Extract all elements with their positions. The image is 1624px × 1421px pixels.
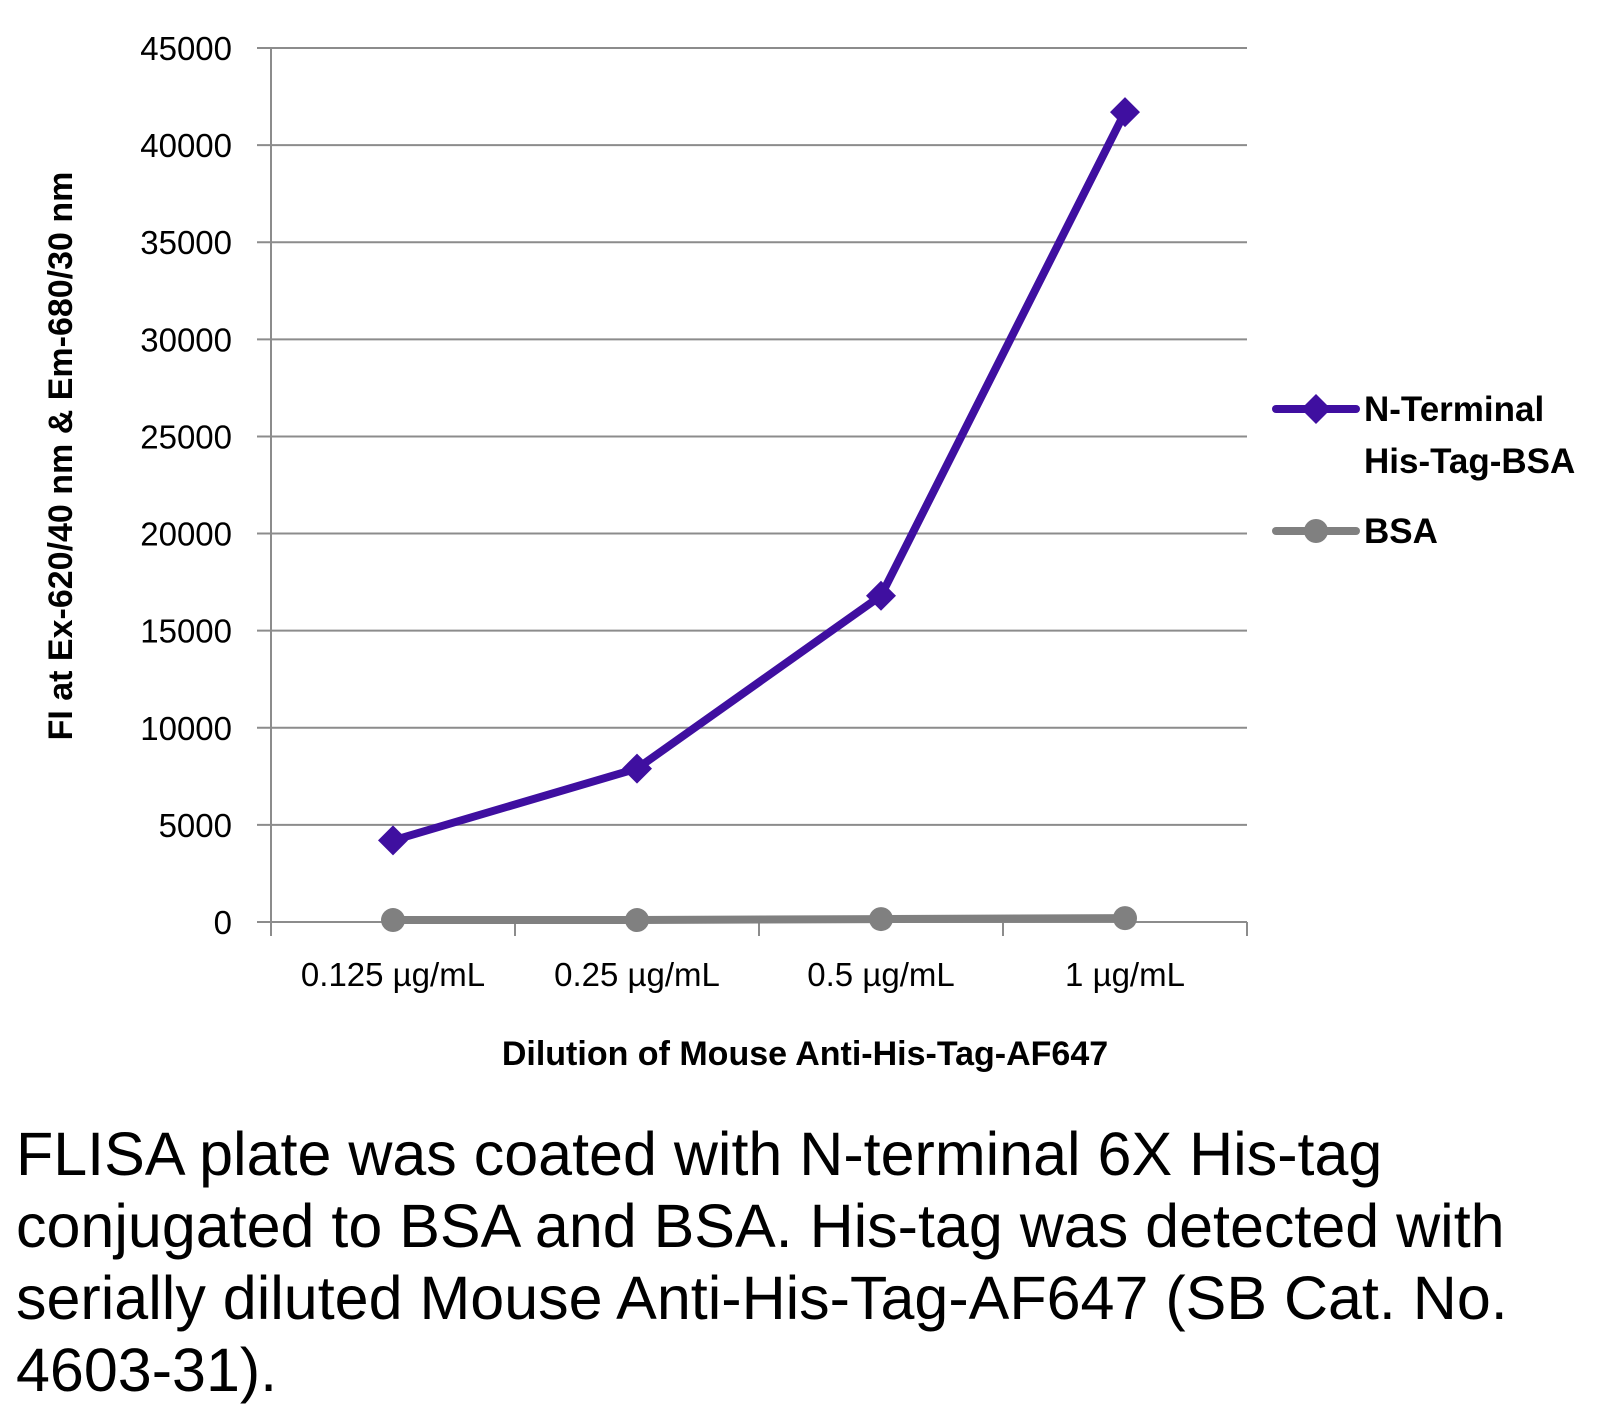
data-point: [1110, 97, 1140, 128]
y-tick-label: 35000: [140, 224, 232, 261]
data-point: [866, 580, 896, 611]
data-point: [381, 908, 405, 933]
x-tick-label: 1 µg/mL: [1065, 956, 1185, 993]
data-point: [625, 908, 649, 933]
x-axis-title: Dilution of Mouse Anti-His-Tag-AF647: [502, 1035, 1108, 1073]
y-tick-label: 0: [214, 904, 232, 941]
data-point: [869, 907, 893, 932]
y-tick-label: 5000: [159, 807, 232, 844]
y-tick-label: 45000: [140, 30, 232, 67]
y-tick-label: 20000: [140, 516, 232, 553]
x-tick-label: 0.5 µg/mL: [807, 956, 954, 993]
y-tick-label: 30000: [140, 321, 232, 358]
legend-label: N-Terminal: [1364, 390, 1544, 429]
data-point: [1113, 906, 1137, 931]
y-axis-title: FI at Ex-620/40 nm & Em-680/30 nm: [42, 172, 80, 741]
figure-caption: FLISA plate was coated with N-terminal 6…: [16, 1120, 1508, 1404]
series-line: [389, 914, 1129, 925]
series-lines: [378, 97, 1140, 933]
y-tick-label: 25000: [140, 418, 232, 455]
y-tick-label: 15000: [140, 613, 232, 650]
legend-label: BSA: [1364, 512, 1438, 551]
chart: 0 5000 10000 15000 20000 25000 30000 35000 40000…: [42, 30, 1575, 1073]
legend-diamond-marker: [1301, 394, 1331, 424]
y-tick-label: 10000: [140, 710, 232, 747]
data-point: [378, 825, 408, 856]
axes: 0 5000 10000 15000 20000 25000 30000 35000 40000…: [140, 30, 1248, 993]
data-point: [622, 753, 652, 784]
legend-label: His-Tag-BSA: [1364, 442, 1575, 481]
x-tick-label: 0.125 µg/mL: [301, 956, 485, 993]
y-tick-label: 40000: [140, 127, 232, 164]
series-line: [389, 108, 1129, 845]
x-tick-label: 0.25 µg/mL: [554, 956, 720, 993]
gridlines: [257, 47, 1247, 923]
legend: N-Terminal His-Tag-BSA BSA: [1272, 390, 1575, 551]
legend-circle-marker: [1304, 519, 1328, 543]
